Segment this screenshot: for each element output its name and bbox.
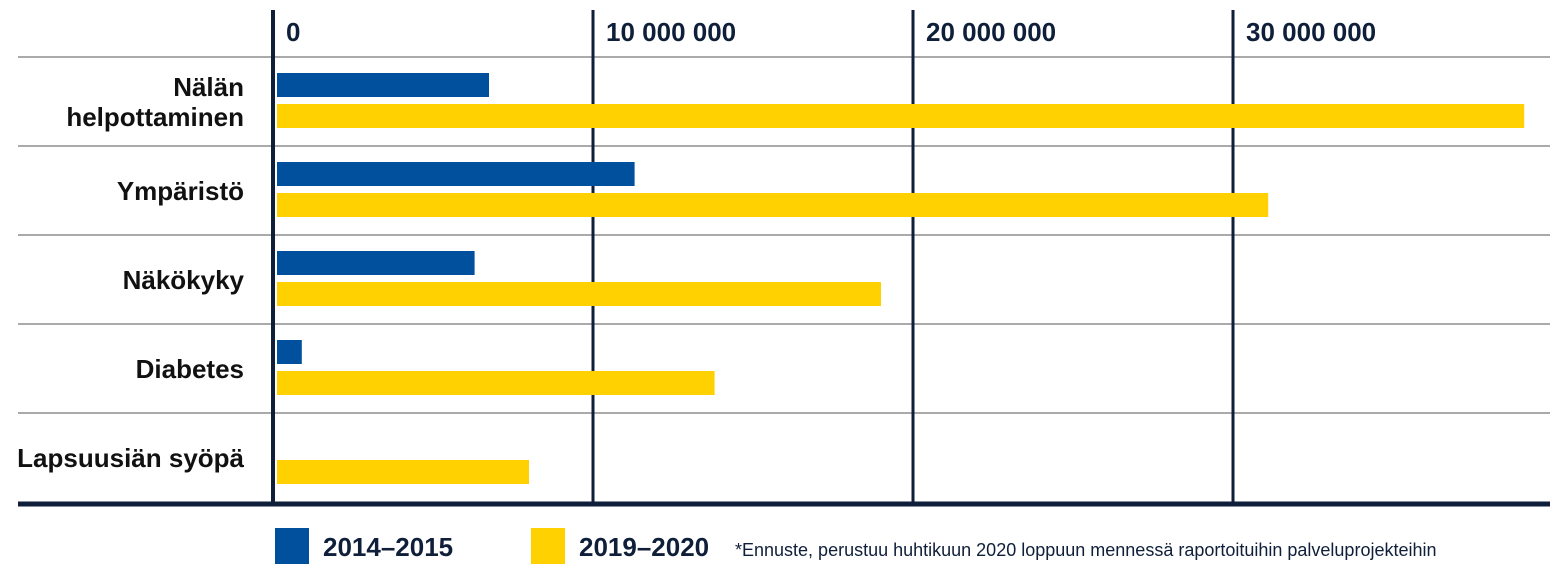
category-label: Näkökyky — [122, 264, 244, 295]
legend-label: 2014–2015 — [323, 532, 453, 562]
bar — [277, 251, 475, 275]
category-label: Lapsuusiän syöpä — [17, 442, 244, 473]
footnote: *Ennuste, perustuu huhtikuun 2020 loppuu… — [735, 540, 1437, 560]
x-tick-label: 10 000 000 — [606, 17, 736, 47]
legend-label: 2019–2020 — [579, 532, 709, 562]
legend-swatch — [275, 528, 309, 564]
category-label: Ympäristö — [116, 175, 244, 206]
bar — [277, 371, 715, 395]
bar — [277, 162, 635, 186]
bar — [277, 73, 489, 97]
legend-swatch — [531, 528, 565, 564]
category-label: Nälän helpottaminen — [66, 71, 244, 132]
bar — [277, 282, 881, 306]
x-tick-label: 20 000 000 — [926, 17, 1056, 47]
bar — [277, 340, 302, 364]
x-tick-label: 30 000 000 — [1246, 17, 1376, 47]
bar — [277, 460, 529, 484]
category-label: Diabetes — [135, 353, 244, 384]
x-tick-label: 0 — [286, 17, 300, 47]
bar — [277, 104, 1525, 128]
bar — [277, 193, 1269, 217]
